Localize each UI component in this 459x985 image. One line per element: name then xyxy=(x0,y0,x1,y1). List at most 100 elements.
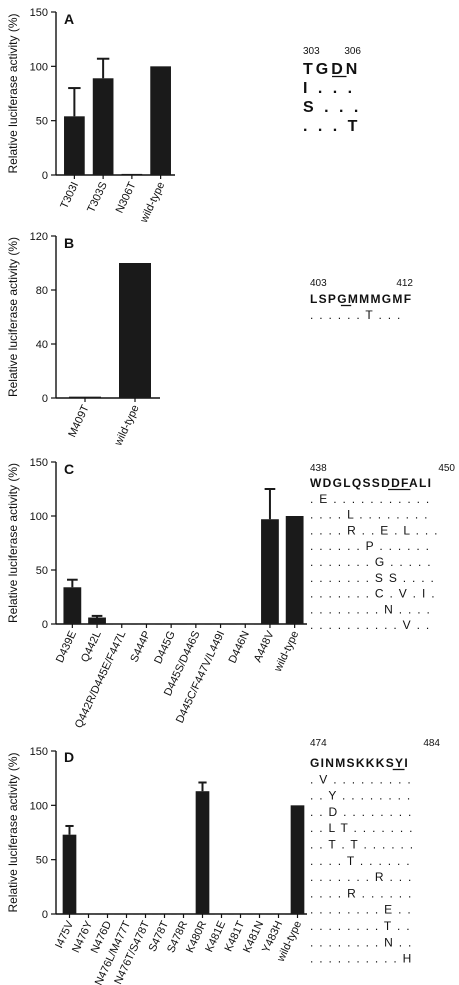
seq-end-number: 412 xyxy=(396,278,413,289)
seq-variant-row: . . . . . . T . . . xyxy=(310,308,402,322)
y-axis-label: Relative luciferase activity (%) xyxy=(6,13,20,173)
bar xyxy=(186,623,205,625)
seq-end-number: 306 xyxy=(344,46,361,57)
y-tick-label: 0 xyxy=(42,393,48,405)
y-tick-label: 80 xyxy=(36,285,48,297)
y-tick-label: 150 xyxy=(30,7,48,19)
x-tick-label: wild-type xyxy=(272,629,302,674)
seq-end-number: 484 xyxy=(423,738,440,749)
seq-variant-row: . . . . R . . . . . . xyxy=(310,886,413,900)
seq-reference: TGDN xyxy=(303,61,360,78)
seq-variant-row: I . . . xyxy=(303,80,355,97)
seq-variant-row: . . . . . . . G . . . . . xyxy=(310,555,432,569)
panel-a: 0 50 100 150 Relative luciferase activity (%… xyxy=(6,7,361,226)
bar xyxy=(252,913,267,915)
bar xyxy=(261,519,279,624)
bar xyxy=(119,263,151,398)
seq-reference: LSPGMMMGMF xyxy=(310,292,412,306)
bar xyxy=(176,913,191,915)
seq-start-number: 438 xyxy=(310,463,327,474)
seq-variant-row: . . . . R . . E . L . . . xyxy=(310,523,439,537)
panel-label: D xyxy=(64,749,74,765)
seq-end-number: 450 xyxy=(438,463,455,474)
seq-start-number: 474 xyxy=(310,738,327,749)
seq-variant-row: . . . . . . . . N . . . . xyxy=(310,602,431,616)
x-tick-label: N306T xyxy=(114,180,139,215)
bar xyxy=(69,396,101,398)
seq-variant-row: . E . . . . . . . . . . . xyxy=(310,492,431,506)
y-tick-label: 150 xyxy=(30,746,48,758)
bar xyxy=(137,623,156,625)
bar xyxy=(64,116,85,175)
seq-start-number: 303 xyxy=(303,46,320,57)
x-tick-label: D439E xyxy=(54,629,79,665)
seq-variant-row: . . . . . . . R . . . xyxy=(310,870,413,884)
bar xyxy=(236,623,255,625)
seq-variant-row: . . . . . . . . N . . xyxy=(310,935,413,949)
panel-label: A xyxy=(64,11,74,27)
seq-variant-row: . . D . . . . . . . . xyxy=(310,805,413,819)
bar xyxy=(290,805,305,914)
x-tick-label: D446N xyxy=(227,629,252,665)
seq-variant-row: S . . . xyxy=(303,99,361,116)
seq-variant-row: . . . . . . P . . . . . . xyxy=(310,539,430,553)
bar xyxy=(162,623,181,625)
bar xyxy=(81,913,96,915)
bar xyxy=(63,587,82,624)
y-axis-label: Relative luciferase activity (%) xyxy=(6,463,20,623)
bar xyxy=(138,913,153,915)
bar xyxy=(150,66,171,175)
panel-label: B xyxy=(64,235,74,251)
bar xyxy=(285,516,304,624)
panel-b: 0 40 80 120 Relative luciferase activity (%)… xyxy=(6,231,413,449)
bar xyxy=(271,913,286,915)
y-tick-label: 0 xyxy=(42,909,48,921)
bar xyxy=(211,623,230,625)
seq-variant-row: . . T . T . . . . . . xyxy=(310,838,414,852)
seq-variant-row: . . . . L . . . . . . . . xyxy=(310,508,429,522)
bar xyxy=(100,913,115,915)
bar xyxy=(195,791,210,914)
seq-variant-row: . V . . . . . . . . . xyxy=(310,772,412,786)
bar xyxy=(92,78,114,175)
x-tick-label: wild-type xyxy=(112,403,142,448)
seq-variant-row: . . . T xyxy=(303,118,360,135)
bar xyxy=(119,913,134,915)
y-tick-label: 100 xyxy=(30,800,48,812)
y-tick-label: 50 xyxy=(36,855,48,867)
y-tick-label: 50 xyxy=(36,116,48,128)
seq-reference: WDGLQSSDDFALI xyxy=(310,476,432,490)
y-axis-label: Relative luciferase activity (%) xyxy=(6,752,20,912)
panel-c: 0 50 100 150 Relative luciferase activity (%… xyxy=(6,457,455,730)
x-tick-label: T303I xyxy=(58,180,81,211)
bar xyxy=(112,623,131,625)
x-tick-label: D445G xyxy=(152,629,178,666)
seq-reference: GINMSKKKSYI xyxy=(310,756,409,770)
bar xyxy=(62,834,77,914)
seq-variant-row: . . . . . . . S S . . . . xyxy=(310,571,435,585)
bar xyxy=(214,913,229,915)
seq-variant-row: . . . . . . . . T . . xyxy=(310,919,411,933)
x-tick-label: T303S xyxy=(85,180,110,214)
x-tick-label: Q442L xyxy=(79,629,104,664)
x-tick-label: wild-type xyxy=(138,180,168,225)
y-tick-label: 40 xyxy=(36,339,48,351)
panel-label: C xyxy=(64,461,74,477)
seq-variant-row: . . . . . . . . . . V . . xyxy=(310,618,431,632)
y-tick-label: 50 xyxy=(36,565,48,577)
seq-variant-row: . . L T . . . . . . . xyxy=(310,821,414,835)
bar xyxy=(121,173,143,175)
x-tick-label: Q442R/D445E/F447L xyxy=(73,629,129,730)
y-tick-label: 100 xyxy=(30,511,48,523)
bar xyxy=(157,913,172,915)
x-tick-label: S444P xyxy=(128,629,153,664)
seq-variant-row: . . . . . . . . E . . xyxy=(310,903,412,917)
bar xyxy=(88,617,106,624)
y-tick-label: 0 xyxy=(42,170,48,182)
y-tick-label: 0 xyxy=(42,619,48,631)
seq-start-number: 403 xyxy=(310,278,327,289)
y-tick-label: 100 xyxy=(30,61,48,73)
y-axis-label: Relative luciferase activity (%) xyxy=(6,237,20,397)
x-tick-label: A448V xyxy=(252,629,277,665)
